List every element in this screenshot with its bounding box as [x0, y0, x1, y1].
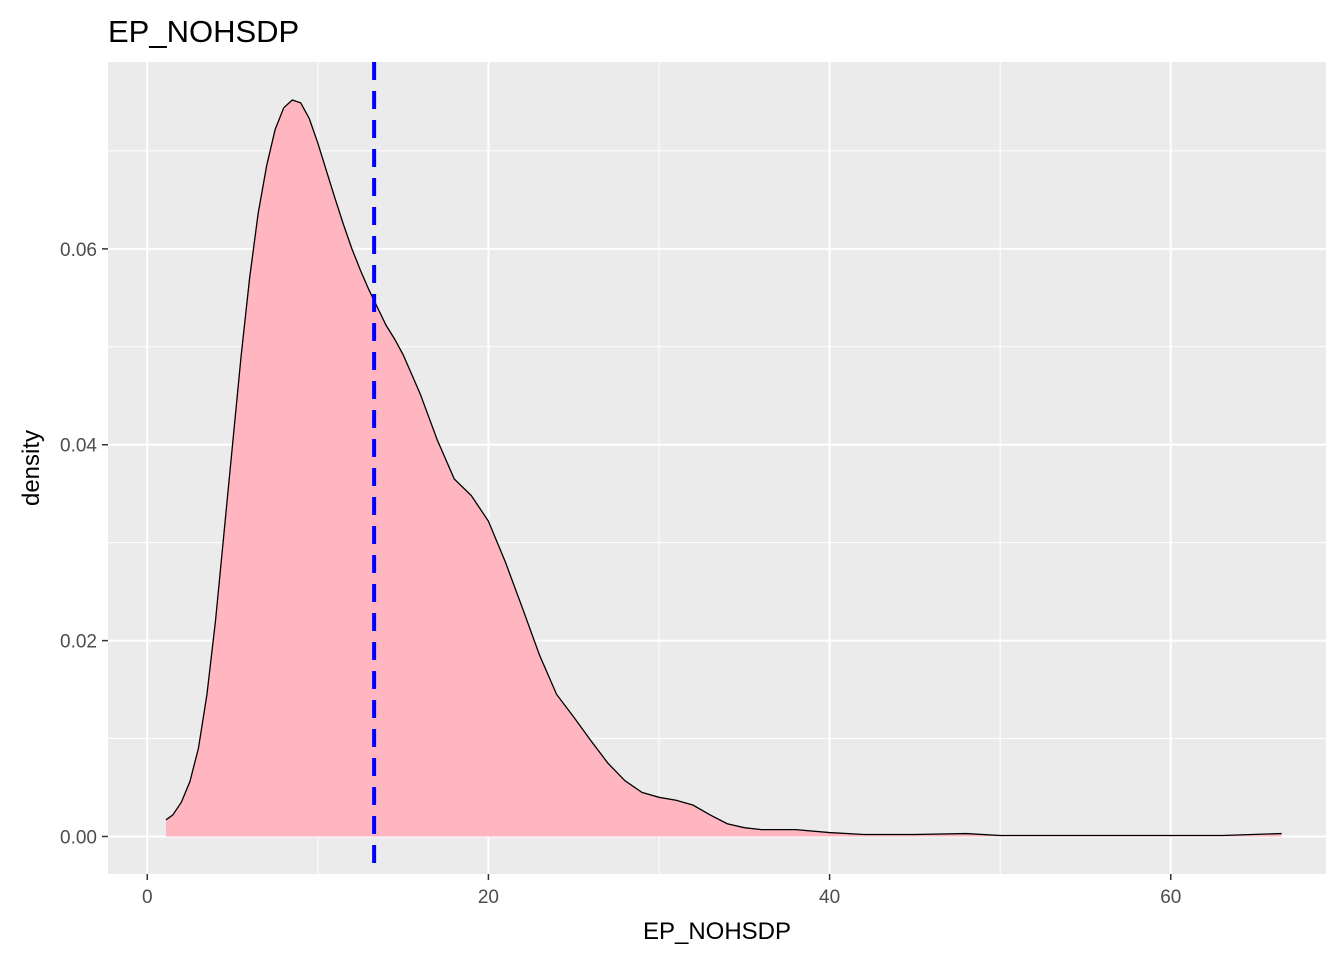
- y-tick-label: 0.04: [60, 436, 97, 457]
- x-axis-ticks: 0 20 40 60: [142, 874, 1181, 908]
- x-axis-title: EP_NOHSDP: [643, 918, 791, 945]
- chart-title: EP_NOHSDP: [108, 14, 299, 49]
- x-tick-label: 0: [142, 887, 153, 908]
- x-tick-label: 40: [819, 887, 840, 908]
- density-area: [166, 100, 1282, 837]
- y-axis-title: density: [18, 430, 45, 506]
- y-tick-label: 0.02: [60, 632, 97, 653]
- y-tick-label: 0.00: [60, 827, 97, 848]
- y-tick-label: 0.06: [60, 240, 97, 261]
- density-curve: [165, 99, 1282, 837]
- x-tick-label: 20: [478, 887, 499, 908]
- y-axis-ticks: 0.00 0.02 0.04 0.06: [60, 240, 108, 848]
- x-tick-label: 60: [1160, 887, 1181, 908]
